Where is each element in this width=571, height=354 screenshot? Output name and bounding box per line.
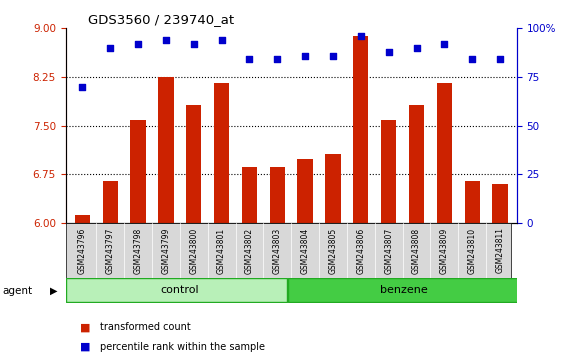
Point (300, 53, 309, 58)
Bar (437, 84, 452, 223)
Bar (158, 77, 174, 223)
Text: GSM243810: GSM243810 (468, 227, 477, 274)
Point (189, 41, 198, 47)
Text: control: control (160, 285, 199, 295)
Bar (492, 184, 508, 223)
Point (245, 57, 254, 62)
Bar (325, 154, 341, 223)
Point (468, 57, 477, 62)
Bar (353, 36, 368, 223)
Text: GSM243798: GSM243798 (134, 227, 143, 274)
Point (106, 45, 115, 51)
Bar (465, 181, 480, 223)
Bar (75, 215, 90, 223)
Point (162, 37, 171, 43)
Point (273, 57, 282, 62)
Bar (103, 181, 118, 223)
Bar (288, 278, 528, 302)
Point (356, 33, 365, 39)
Bar (242, 167, 257, 223)
Bar (66, 278, 287, 302)
Point (78, 84, 87, 90)
Text: agent: agent (3, 286, 33, 296)
Text: GSM243802: GSM243802 (245, 227, 254, 274)
Text: GSM243797: GSM243797 (106, 227, 115, 274)
Text: GSM243799: GSM243799 (162, 227, 170, 274)
Text: GSM243811: GSM243811 (496, 228, 505, 273)
Text: GSM243805: GSM243805 (328, 227, 337, 274)
Text: GSM243801: GSM243801 (217, 227, 226, 274)
Bar (214, 84, 229, 223)
Text: GSM243804: GSM243804 (301, 227, 309, 274)
Point (384, 49, 393, 55)
Text: percentile rank within the sample: percentile rank within the sample (100, 342, 265, 352)
Point (496, 57, 505, 62)
Text: ■: ■ (80, 322, 90, 332)
Text: GSM243803: GSM243803 (273, 227, 282, 274)
Text: benzene: benzene (380, 285, 428, 295)
Bar (381, 120, 396, 223)
Bar (409, 105, 424, 223)
Bar (270, 167, 285, 223)
Text: GDS3560 / 239740_at: GDS3560 / 239740_at (89, 13, 234, 26)
Text: GSM243800: GSM243800 (189, 227, 198, 274)
Bar (130, 120, 146, 223)
Bar (297, 159, 313, 223)
Bar (186, 105, 202, 223)
Point (217, 37, 226, 43)
Point (134, 41, 143, 47)
Text: transformed count: transformed count (100, 322, 191, 332)
Text: GSM243807: GSM243807 (384, 227, 393, 274)
Text: ■: ■ (80, 342, 90, 352)
Text: GSM243809: GSM243809 (440, 227, 449, 274)
Text: GSM243808: GSM243808 (412, 227, 421, 274)
Point (412, 45, 421, 51)
Point (440, 41, 449, 47)
Text: GSM243806: GSM243806 (356, 227, 365, 274)
Text: GSM243796: GSM243796 (78, 227, 87, 274)
Point (328, 53, 337, 58)
Text: ▶: ▶ (50, 286, 58, 296)
